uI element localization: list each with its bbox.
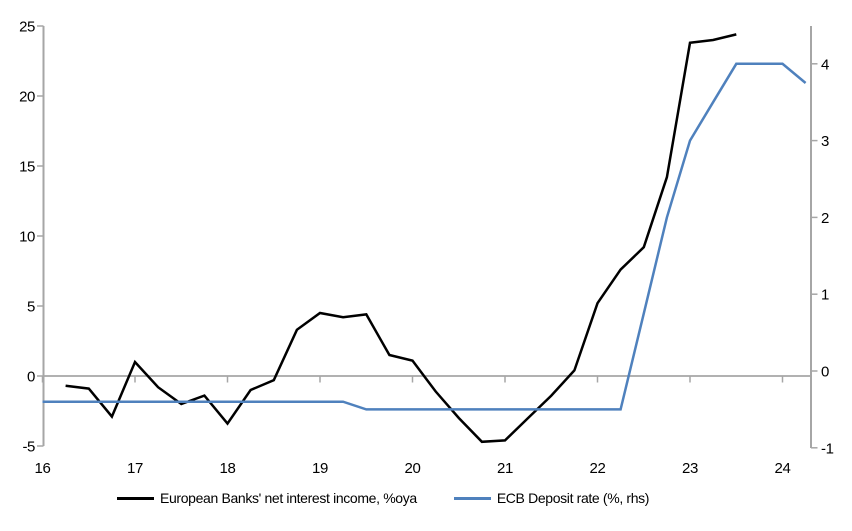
left-axis-tick-label: 20 (19, 89, 35, 106)
left-axis-tick-label: 25 (19, 19, 35, 36)
right-axis-tick-label: 1 (821, 287, 829, 304)
net-interest-income-line (65, 33, 737, 444)
x-axis-tick-label: 23 (682, 460, 698, 477)
x-axis-tick-label: 24 (775, 460, 791, 477)
x-axis-tick-label: 18 (220, 460, 236, 477)
right-axis-tick-label: 3 (821, 133, 829, 150)
right-axis-tick-label: -1 (821, 440, 834, 457)
x-axis-tick-label: 22 (590, 460, 606, 477)
legend-item-net-interest-income: European Banks' net interest income, %oy… (117, 490, 417, 506)
left-axis-tick-label: -5 (22, 439, 35, 456)
legend-label-ecb-deposit-rate: ECB Deposit rate (%, rhs) (496, 490, 650, 506)
x-axis-tick-label: 21 (497, 460, 513, 477)
x-axis-tick-label: 20 (405, 460, 421, 477)
right-axis-tick-label: 0 (821, 364, 829, 381)
chart-legend: European Banks' net interest income, %oy… (117, 490, 649, 506)
left-axis-tick-label: 0 (27, 369, 35, 386)
left-axis-tick-label: 10 (19, 229, 35, 246)
legend-label-net-interest-income: European Banks' net interest income, %oy… (160, 490, 417, 506)
x-axis-tick-label: 19 (312, 460, 328, 477)
black-line-swatch-icon (117, 496, 154, 500)
right-axis-tick-label: 4 (821, 56, 829, 73)
blue-line-swatch-icon (453, 496, 491, 500)
ecb-deposit-rate-line (42, 62, 807, 411)
legend-item-ecb-deposit-rate: ECB Deposit rate (%, rhs) (453, 490, 650, 506)
left-axis-tick-label: 5 (27, 299, 35, 316)
x-axis-tick-label: 17 (127, 460, 143, 477)
left-axis-tick-label: 15 (19, 159, 35, 176)
x-axis-tick-label: 16 (35, 460, 51, 477)
right-axis-tick-label: 2 (821, 210, 829, 227)
